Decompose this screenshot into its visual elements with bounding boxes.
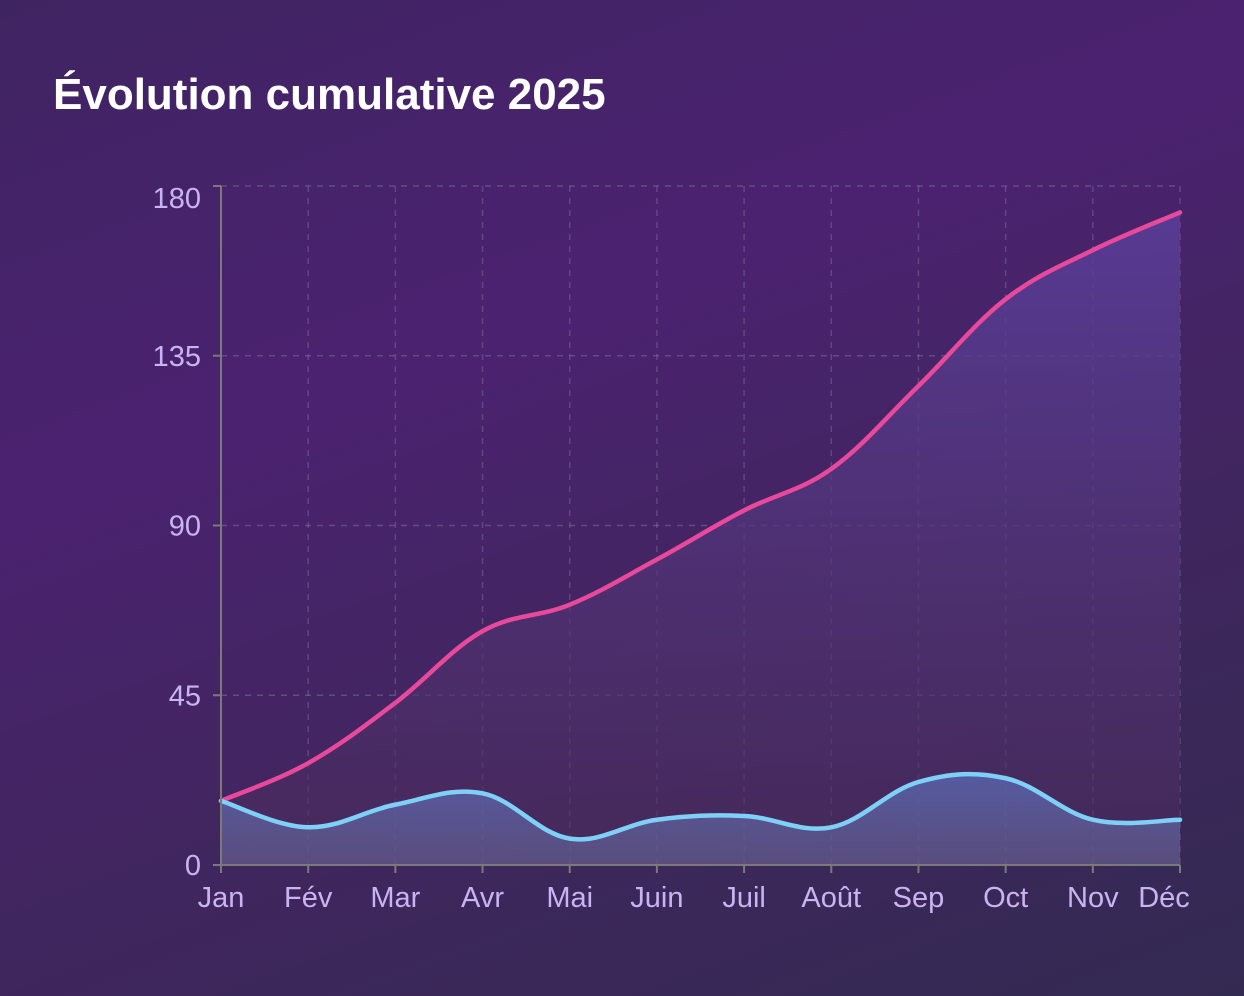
x-tick-label: Déc (1138, 882, 1190, 914)
x-tick-label: Juin (630, 882, 683, 914)
x-tick-label: Nov (1067, 882, 1119, 914)
x-tick-label: Mar (370, 882, 420, 914)
series-line-2 (218, 771, 1183, 842)
chart-title: Évolution cumulative 2025 (53, 70, 606, 119)
x-tick-label: Juil (722, 882, 766, 914)
series-area-1 (221, 212, 1180, 866)
x-tick-label: Mai (546, 882, 593, 914)
series-line-1 (218, 210, 1183, 804)
y-tick-label: 90 (169, 511, 201, 543)
y-tick-label: 0 (185, 850, 201, 882)
y-tick-label: 45 (169, 680, 201, 712)
x-tick-label: Jan (198, 882, 245, 914)
x-tick-label: Fév (284, 882, 333, 914)
x-tick-label: Août (801, 882, 861, 914)
y-tick-label: 180 (153, 183, 201, 215)
x-tick-label: Oct (983, 882, 1028, 914)
series-area-2 (221, 774, 1180, 865)
y-tick-label: 135 (153, 341, 201, 373)
x-tick-label: Avr (461, 882, 504, 914)
x-tick-label: Sep (893, 882, 945, 914)
